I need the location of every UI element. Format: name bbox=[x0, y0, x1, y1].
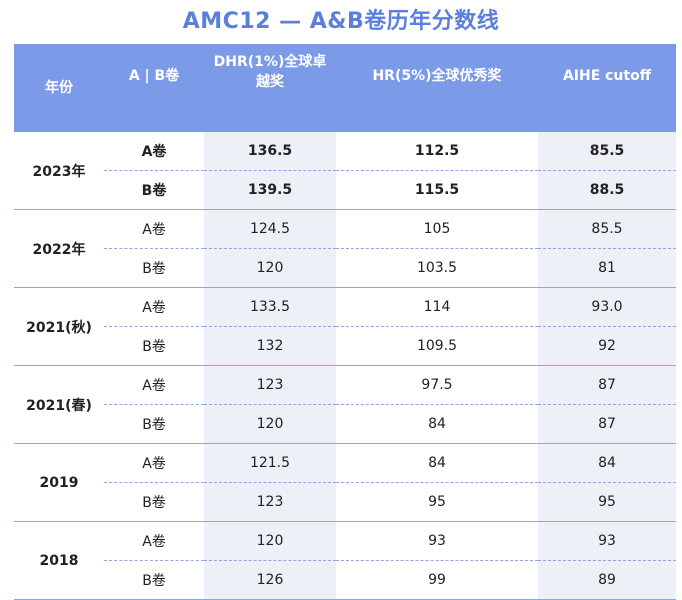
aihe-cell: 89 bbox=[538, 560, 676, 600]
hr-cell: 109.5 bbox=[336, 326, 538, 366]
hr-cell: 84 bbox=[336, 443, 538, 483]
paper-cell: B卷 bbox=[104, 560, 204, 600]
aihe-cell: 85.5 bbox=[538, 132, 676, 171]
table-row: B卷 120 103.5 81 bbox=[14, 248, 676, 288]
year-cell: 2018 bbox=[14, 521, 104, 600]
dhr-cell: 123 bbox=[204, 365, 336, 405]
paper-cell: B卷 bbox=[104, 482, 204, 522]
table-row: 2018 A卷 120 93 93 bbox=[14, 521, 676, 600]
dhr-cell: 123 bbox=[204, 482, 336, 522]
paper-cell: A卷 bbox=[104, 132, 204, 171]
hr-cell: 103.5 bbox=[336, 248, 538, 288]
dhr-cell: 120 bbox=[204, 404, 336, 444]
header-hr: HR(5%)全球优秀奖 bbox=[336, 44, 538, 132]
paper-cell: B卷 bbox=[104, 248, 204, 288]
table-header: 年份 A | B卷 DHR(1%)全球卓越奖 HR(5%)全球优秀奖 AIHE … bbox=[14, 44, 676, 132]
paper-cell: A卷 bbox=[104, 521, 204, 561]
score-table: 年份 A | B卷 DHR(1%)全球卓越奖 HR(5%)全球优秀奖 AIHE … bbox=[14, 44, 676, 600]
hr-cell: 99 bbox=[336, 560, 538, 600]
dhr-cell: 136.5 bbox=[204, 132, 336, 171]
paper-cell: B卷 bbox=[104, 326, 204, 366]
dhr-cell: 120 bbox=[204, 248, 336, 288]
paper-cell: B卷 bbox=[104, 170, 204, 210]
paper-cell: A卷 bbox=[104, 443, 204, 483]
table-row: B卷 123 95 95 bbox=[14, 482, 676, 522]
table-body: 2023年 A卷 136.5 112.5 85.5 B卷 139.5 115.5… bbox=[14, 132, 676, 600]
header-aihe: AIHE cutoff bbox=[538, 44, 676, 132]
table-row: 2023年 A卷 136.5 112.5 85.5 bbox=[14, 132, 676, 210]
table-row: 2022年 A卷 124.5 105 85.5 bbox=[14, 209, 676, 288]
hr-cell: 112.5 bbox=[336, 132, 538, 171]
hr-cell: 97.5 bbox=[336, 365, 538, 405]
dhr-cell: 124.5 bbox=[204, 209, 336, 249]
page-title: AMC12 — A&B卷历年分数线 bbox=[182, 9, 500, 34]
header-paper: A | B卷 bbox=[104, 44, 204, 132]
paper-cell: B卷 bbox=[104, 404, 204, 444]
dhr-cell: 132 bbox=[204, 326, 336, 366]
aihe-cell: 95 bbox=[538, 482, 676, 522]
year-cell: 2021(秋) bbox=[14, 287, 104, 366]
aihe-cell: 93.0 bbox=[538, 287, 676, 327]
year-cell: 2023年 bbox=[14, 132, 104, 210]
dhr-cell: 139.5 bbox=[204, 170, 336, 210]
header-dhr: DHR(1%)全球卓越奖 bbox=[204, 44, 336, 132]
table-row: 2021(春) A卷 123 97.5 87 bbox=[14, 365, 676, 444]
aihe-cell: 81 bbox=[538, 248, 676, 288]
header-row: 年份 A | B卷 DHR(1%)全球卓越奖 HR(5%)全球优秀奖 AIHE … bbox=[14, 44, 676, 132]
dhr-cell: 121.5 bbox=[204, 443, 336, 483]
table-row: B卷 126 99 89 bbox=[14, 560, 676, 600]
hr-cell: 114 bbox=[336, 287, 538, 327]
hr-cell: 93 bbox=[336, 521, 538, 561]
aihe-cell: 88.5 bbox=[538, 170, 676, 210]
table-row: 2019 A卷 121.5 84 84 bbox=[14, 443, 676, 522]
year-cell: 2019 bbox=[14, 443, 104, 522]
paper-cell: A卷 bbox=[104, 209, 204, 249]
aihe-cell: 84 bbox=[538, 443, 676, 483]
table-row: 2021(秋) A卷 133.5 114 93.0 bbox=[14, 287, 676, 366]
table-row: B卷 120 84 87 bbox=[14, 404, 676, 444]
aihe-cell: 87 bbox=[538, 365, 676, 405]
header-year: 年份 bbox=[14, 44, 104, 132]
table-row: B卷 139.5 115.5 88.5 bbox=[14, 170, 676, 210]
hr-cell: 115.5 bbox=[336, 170, 538, 210]
dhr-cell: 133.5 bbox=[204, 287, 336, 327]
hr-cell: 95 bbox=[336, 482, 538, 522]
hr-cell: 84 bbox=[336, 404, 538, 444]
table-row: B卷 132 109.5 92 bbox=[14, 326, 676, 366]
year-cell: 2021(春) bbox=[14, 365, 104, 444]
paper-cell: A卷 bbox=[104, 287, 204, 327]
dhr-cell: 120 bbox=[204, 521, 336, 561]
dhr-cell: 126 bbox=[204, 560, 336, 600]
aihe-cell: 93 bbox=[538, 521, 676, 561]
aihe-cell: 92 bbox=[538, 326, 676, 366]
hr-cell: 105 bbox=[336, 209, 538, 249]
aihe-cell: 87 bbox=[538, 404, 676, 444]
aihe-cell: 85.5 bbox=[538, 209, 676, 249]
year-cell: 2022年 bbox=[14, 209, 104, 288]
paper-cell: A卷 bbox=[104, 365, 204, 405]
